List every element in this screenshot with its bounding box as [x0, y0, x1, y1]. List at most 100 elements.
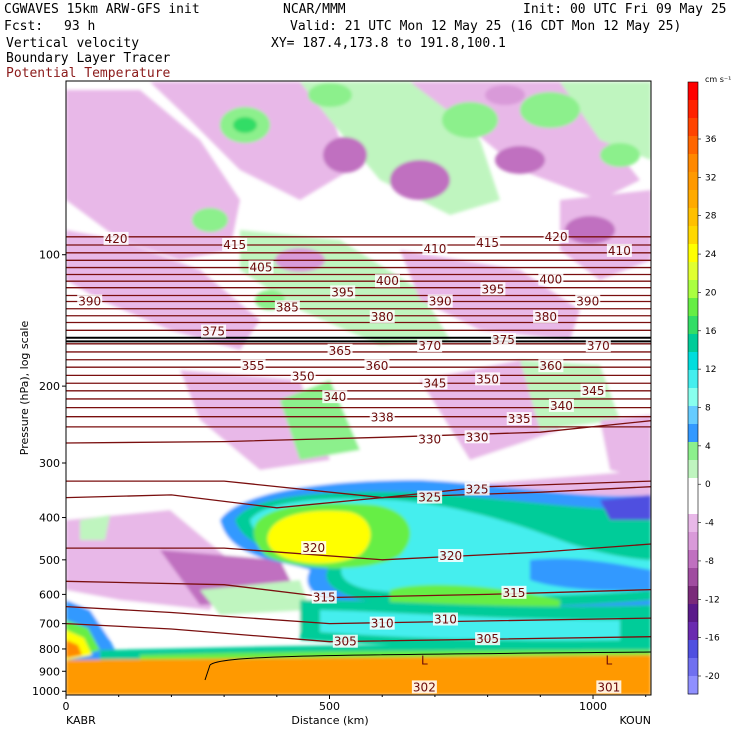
colorbar-tick-label: -20	[705, 672, 720, 682]
colorbar-tick-label: 8	[705, 404, 711, 414]
y-axis-label: Pressure (hPa), log scale	[18, 321, 31, 456]
contour-label: 335	[508, 412, 531, 426]
header-init: Init: 00 UTC Fri 09 May 25	[523, 2, 727, 17]
y-tick-label: 600	[39, 588, 60, 601]
contour-labels: 420 415 410 415 420 410 405 400 400 390 395 395 390 3…	[77, 229, 632, 694]
contour-label-bg	[103, 231, 129, 245]
colorbar-swatch	[688, 442, 698, 461]
contour-label: 365	[329, 344, 352, 358]
contour-label-bg	[533, 310, 559, 324]
contour-label-bg	[327, 343, 353, 357]
contour-label: 320	[302, 541, 325, 555]
colorbar-frame	[687, 81, 699, 695]
contour-label-bg	[475, 235, 501, 249]
colorbar-swatch	[688, 136, 698, 155]
contour-label: 340	[323, 390, 346, 404]
contour-label: 375	[202, 325, 225, 339]
colorbar-swatch	[688, 226, 698, 245]
contour-label-bg	[201, 324, 227, 338]
contour-label-bg	[290, 369, 316, 383]
contour-label: 325	[418, 491, 441, 505]
contour-label-bg	[369, 616, 395, 630]
contour-label-bg	[580, 383, 606, 397]
contour-label: 302	[413, 680, 436, 694]
contour-label: 340	[550, 399, 573, 413]
colorbar-swatch	[688, 316, 698, 335]
contour-label: 375	[492, 333, 515, 347]
contour-label: 305	[476, 632, 499, 646]
x-tick-label: 500	[319, 700, 340, 713]
colorbar-tick-label: 0	[705, 480, 711, 490]
colorbar-swatch	[688, 82, 698, 101]
colorbar-swatch	[688, 280, 698, 299]
x-axis-label: Distance (km)	[291, 714, 368, 727]
header-xy: XY= 187.4,173.8 to 191.8,100.1	[271, 36, 506, 51]
header-field-bl-tracer: Boundary Layer Tracer	[6, 51, 171, 66]
contour-label-bg	[427, 294, 453, 308]
plot-frame	[65, 80, 652, 696]
colorbar-tick-label: -4	[705, 519, 714, 529]
header-org: NCAR/MMM	[283, 2, 346, 17]
contour-label: 345	[582, 384, 605, 398]
colorbar-swatch	[688, 370, 698, 389]
contour-label-bg	[77, 294, 103, 308]
contour-label-bg	[274, 300, 300, 314]
contour-label: 305	[334, 635, 357, 649]
contour-label-bg	[432, 612, 458, 626]
contour-label-bg	[575, 294, 601, 308]
contour-label-bg	[464, 482, 490, 496]
contour-label-bg	[596, 680, 622, 694]
y-tick-label: 800	[39, 643, 60, 656]
colorbar-tick-label: 36	[705, 135, 717, 145]
contour-label: 380	[534, 310, 557, 324]
y-tick-label: 300	[39, 457, 60, 470]
colorbar-swatch	[688, 244, 698, 263]
contour-label: 400	[539, 273, 562, 287]
contour-label-bg	[222, 237, 248, 251]
colorbar-tick-label: 32	[705, 173, 716, 183]
contour-label-bg	[369, 310, 395, 324]
colorbar-swatch	[688, 460, 698, 479]
contour-label-bg	[543, 229, 569, 243]
low-marker: L	[421, 653, 428, 667]
contour-label-bg	[374, 274, 400, 288]
contour-label-bg	[506, 412, 532, 426]
colorbar-swatch	[688, 658, 698, 677]
y-tick-label: 400	[39, 512, 60, 525]
theta-contour	[66, 605, 651, 625]
contour-label-bg	[417, 490, 443, 504]
contour-label: 410	[423, 242, 446, 256]
vertical-velocity-field: 420 415 410 415 420 410 405 400 400 390 395 395 390 3…	[66, 81, 651, 695]
contour-label: 415	[476, 236, 499, 250]
colorbar-swatch	[688, 640, 698, 659]
colorbar-swatch	[688, 118, 698, 137]
contour-label-bg	[301, 541, 327, 555]
theta-contour	[66, 486, 651, 509]
colorbar-tick-label: 24	[705, 250, 717, 260]
colorbar-swatch	[688, 262, 698, 281]
colorbar-swatch	[688, 496, 698, 515]
contour-label-bg	[422, 376, 448, 390]
header-fcst-label: Fcst:	[4, 19, 44, 34]
contour-label: 380	[371, 310, 394, 324]
header-field-theta: Potential Temperature	[6, 66, 171, 81]
contour-label: 420	[105, 232, 128, 246]
contour-label-bg	[548, 398, 574, 412]
contour-label: 360	[365, 359, 388, 373]
contour-label: 355	[242, 359, 265, 373]
contour-label-bg	[606, 243, 632, 257]
colorbar-swatch	[688, 352, 698, 371]
contour-label-bg	[248, 260, 274, 274]
colorbar-swatch	[688, 334, 698, 353]
y-tick-label: 500	[39, 554, 60, 567]
colorbar-swatch	[688, 550, 698, 569]
colorbar-swatch	[688, 478, 698, 497]
x-end-station: KOUN	[619, 714, 651, 727]
colorbar-tick-label: 20	[705, 288, 717, 298]
y-tick-label: 100	[39, 249, 60, 262]
colorbar-swatch	[688, 388, 698, 407]
contour-label: 400	[376, 274, 399, 288]
colorbar-swatch	[688, 424, 698, 443]
theta-contour	[66, 420, 651, 444]
